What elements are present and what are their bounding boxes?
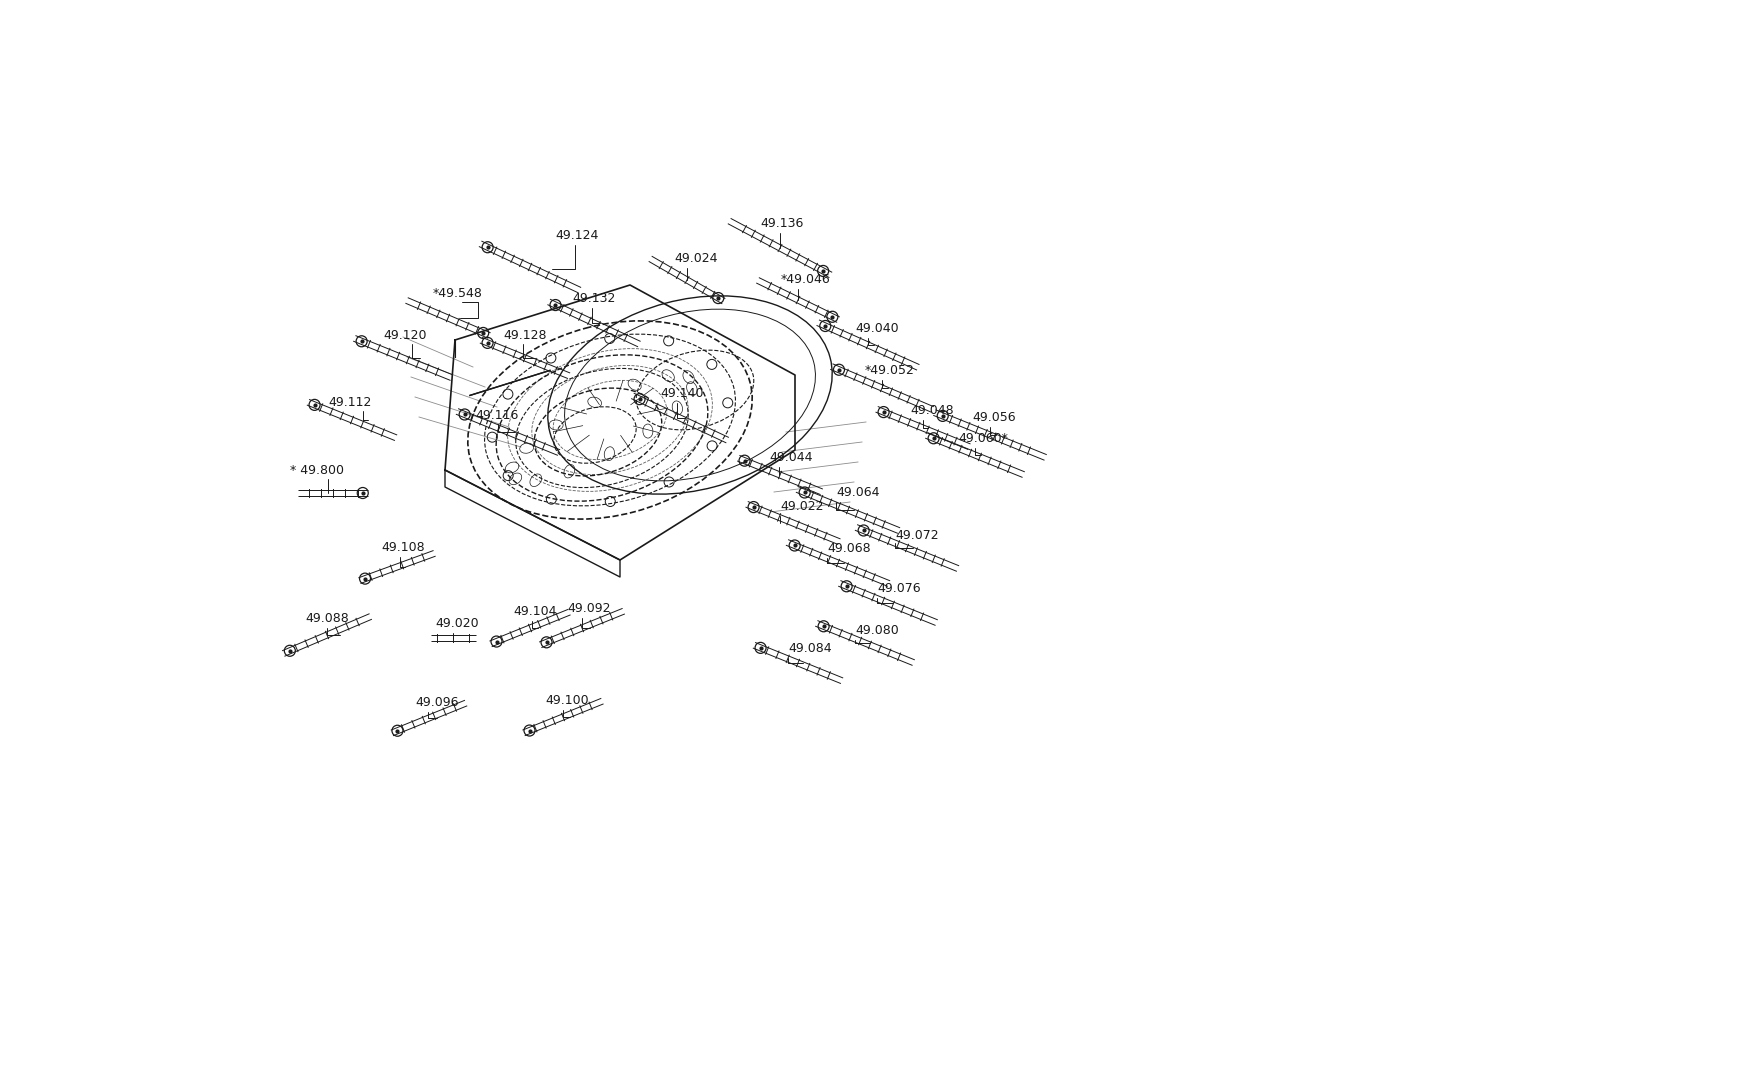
Text: 49.132: 49.132: [572, 291, 616, 304]
Text: 49.084: 49.084: [788, 642, 831, 654]
Text: 49.024: 49.024: [674, 252, 718, 265]
Text: 49.048: 49.048: [910, 403, 954, 416]
Text: 49.040: 49.040: [856, 322, 900, 335]
Text: 49.116: 49.116: [474, 409, 518, 422]
Text: 49.044: 49.044: [768, 450, 812, 463]
Text: 49.112: 49.112: [327, 396, 371, 409]
Text: 49.056: 49.056: [971, 411, 1015, 424]
Text: 49.088: 49.088: [304, 611, 348, 625]
Text: 49.108: 49.108: [382, 541, 425, 554]
Text: 49.020: 49.020: [436, 617, 480, 630]
Text: 49.100: 49.100: [544, 693, 588, 706]
Text: 49.076: 49.076: [877, 581, 920, 594]
Text: 49.072: 49.072: [894, 529, 938, 542]
Text: 49.128: 49.128: [502, 328, 546, 341]
Text: 49.060*: 49.060*: [957, 432, 1008, 445]
Text: 49.120: 49.120: [383, 328, 427, 341]
Text: 49.136: 49.136: [760, 217, 803, 230]
Text: *49.046: *49.046: [780, 272, 831, 286]
Text: 49.080: 49.080: [856, 623, 900, 637]
Text: 49.068: 49.068: [828, 542, 872, 555]
Text: 49.022: 49.022: [780, 499, 824, 512]
Text: 49.124: 49.124: [555, 229, 598, 242]
Text: 49.140: 49.140: [660, 387, 704, 400]
Text: 49.092: 49.092: [567, 602, 611, 615]
Text: *49.548: *49.548: [432, 287, 483, 300]
Text: * 49.800: * 49.800: [290, 463, 345, 476]
Text: 49.104: 49.104: [513, 605, 556, 618]
Text: *49.052: *49.052: [864, 363, 915, 376]
Text: 49.096: 49.096: [415, 695, 459, 708]
Text: 49.064: 49.064: [836, 485, 880, 498]
